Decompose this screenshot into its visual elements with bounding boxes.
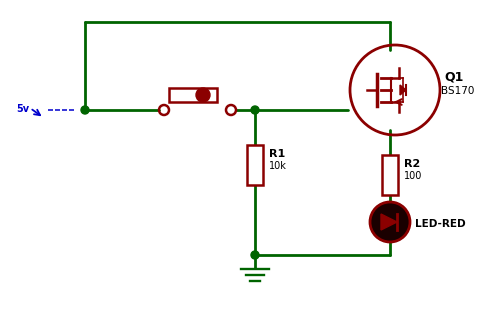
Circle shape <box>81 106 89 114</box>
Text: Q1: Q1 <box>444 70 464 83</box>
Circle shape <box>251 106 259 114</box>
Text: 5v: 5v <box>16 104 29 114</box>
Circle shape <box>196 88 210 102</box>
Text: BS170: BS170 <box>441 86 474 96</box>
Text: LED-RED: LED-RED <box>415 219 466 229</box>
Text: 10k: 10k <box>269 161 287 171</box>
Polygon shape <box>381 214 397 230</box>
Text: R2: R2 <box>404 159 420 169</box>
Circle shape <box>251 251 259 259</box>
Text: R1: R1 <box>269 149 285 159</box>
Bar <box>169 88 217 102</box>
Bar <box>382 155 398 195</box>
Bar <box>247 145 263 185</box>
Circle shape <box>370 202 410 242</box>
Polygon shape <box>400 85 406 95</box>
Text: 100: 100 <box>404 171 422 181</box>
